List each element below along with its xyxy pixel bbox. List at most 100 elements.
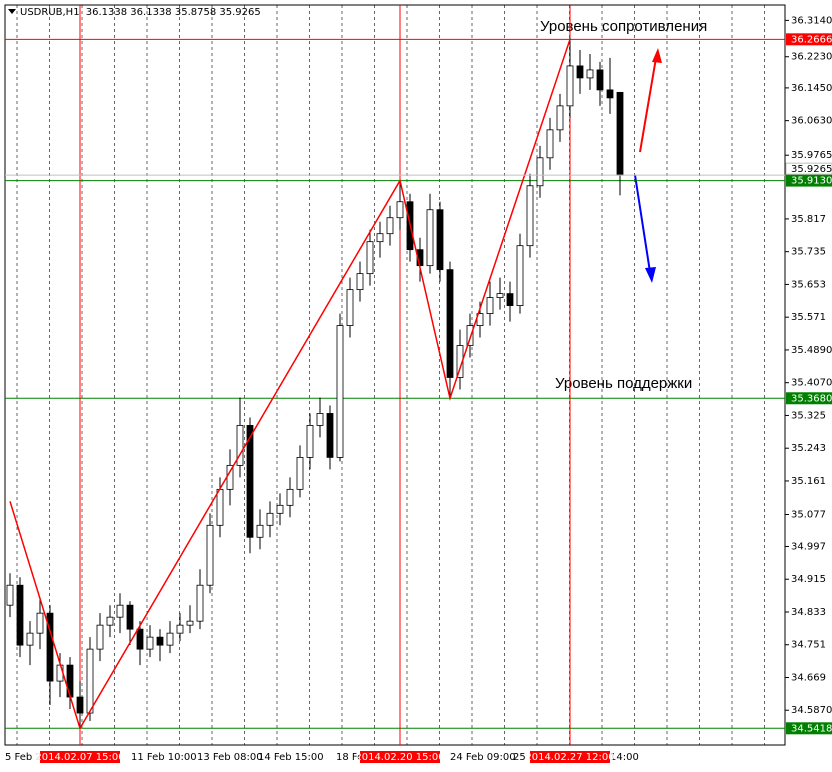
- y-tick-label: 35.9765: [791, 150, 832, 161]
- candle-body: [576, 65, 584, 79]
- candle-body: [136, 628, 144, 650]
- candle-body: [366, 241, 374, 275]
- candle-body: [296, 456, 304, 490]
- candle-body: [6, 584, 14, 606]
- candle-body: [486, 297, 494, 314]
- candle-body: [586, 69, 594, 79]
- candle-body: [126, 604, 134, 630]
- candle-body: [466, 325, 474, 346]
- candle-body: [336, 325, 344, 458]
- candle-body: [286, 488, 294, 506]
- candle-body: [16, 584, 24, 646]
- level-label: 35.3680: [791, 393, 832, 404]
- vline-label-bg: [360, 751, 440, 763]
- candle-body: [146, 636, 154, 650]
- level-label-bg: [786, 174, 832, 187]
- candle-body: [186, 620, 194, 626]
- x-tick-label: 13 Feb 08:00: [197, 752, 263, 763]
- y-tick-label: 34.915: [791, 574, 826, 585]
- y-tick-label: 35.735: [791, 247, 826, 258]
- candle-body: [526, 185, 534, 247]
- candle-body: [386, 217, 394, 235]
- y-tick-label: 34.751: [791, 640, 826, 651]
- candle-body: [216, 488, 224, 526]
- level-label: 34.5418: [791, 723, 832, 734]
- candle-body: [46, 612, 54, 682]
- candle-body: [326, 413, 334, 458]
- x-tick-label: 24 Feb 09:00: [450, 752, 516, 763]
- annotation: Уровень сопротивления: [540, 18, 707, 35]
- arrow-head: [645, 267, 656, 283]
- candle-body: [556, 105, 564, 131]
- candle-body: [376, 233, 384, 243]
- candle-body: [86, 648, 94, 714]
- candle-body: [206, 524, 214, 586]
- candle-body: [426, 209, 434, 267]
- candle-body: [446, 269, 454, 378]
- x-tick-label: 25 F: [513, 752, 535, 763]
- candle-body: [96, 624, 104, 650]
- y-tick-label: 35.653: [791, 279, 826, 290]
- y-tick-label: 35.243: [791, 443, 826, 454]
- candle-body: [36, 612, 44, 634]
- candle-body: [616, 91, 624, 176]
- x-tick-label: 5 Feb 20: [5, 752, 48, 763]
- candle-body: [56, 664, 64, 682]
- candle-body: [546, 129, 554, 159]
- candle-body: [256, 524, 264, 538]
- x-tick-label: 14 Feb 15:00: [258, 752, 324, 763]
- candle-body: [276, 504, 284, 514]
- y-tick-label: 35.161: [791, 476, 826, 487]
- y-tick-label: 36.2230: [791, 52, 832, 63]
- candle-body: [106, 616, 114, 626]
- y-tick-label: 34.5870: [791, 705, 832, 716]
- candle-body: [506, 293, 514, 306]
- vline-label-bg: [530, 751, 610, 763]
- candle-body: [116, 604, 124, 618]
- arrow-head: [652, 48, 662, 63]
- y-tick-label: 35.325: [791, 410, 826, 421]
- vline-label: 2014.02.07 15:00: [35, 752, 124, 763]
- menu-triangle: [8, 9, 16, 14]
- candle-body: [536, 157, 544, 187]
- candle-body: [196, 584, 204, 622]
- candle-body: [566, 65, 574, 107]
- candle-body: [346, 289, 354, 326]
- level-label-bg: [786, 392, 832, 405]
- arrow: [634, 174, 651, 273]
- candle-body: [66, 664, 74, 698]
- candle-body: [496, 293, 504, 299]
- candle-body: [436, 209, 444, 271]
- candle-body: [516, 245, 524, 306]
- candle-body: [156, 636, 164, 646]
- current-price-bg: [785, 162, 832, 175]
- candle-body: [166, 632, 174, 646]
- y-tick-label: 35.4890: [791, 345, 832, 356]
- header: USDRUB,H1 36.1338 36.1338 35.8758 35.926…: [20, 7, 261, 18]
- level-label-bg: [786, 722, 832, 735]
- close: 35.9265: [219, 7, 260, 18]
- level-label-bg: [786, 33, 832, 46]
- candle-body: [26, 632, 34, 646]
- open: 36.1338: [86, 7, 127, 18]
- level-label: 36.2666: [791, 34, 832, 45]
- vline-label: 2014.02.27 12:00: [525, 752, 614, 763]
- candle-body: [596, 69, 604, 91]
- y-tick-label: 34.833: [791, 607, 826, 618]
- vline-label: 2014.02.20 15:00: [355, 752, 444, 763]
- zigzag-line: [9, 39, 571, 731]
- x-tick-label: 11 Feb 10:00: [131, 752, 197, 763]
- low: 35.8758: [175, 7, 216, 18]
- candle-body: [606, 89, 614, 99]
- y-tick-label: 34.997: [791, 541, 826, 552]
- candle-body: [266, 512, 274, 526]
- arrows: [634, 48, 662, 283]
- level-label: 35.9130: [791, 176, 832, 187]
- candle-body: [236, 425, 244, 466]
- y-tick-label: 36.3140: [791, 15, 832, 26]
- y-tick-label: 34.669: [791, 672, 826, 683]
- candle-body: [176, 624, 184, 634]
- y-tick-label: 36.0630: [791, 116, 832, 127]
- y-tick-label: 35.817: [791, 214, 826, 225]
